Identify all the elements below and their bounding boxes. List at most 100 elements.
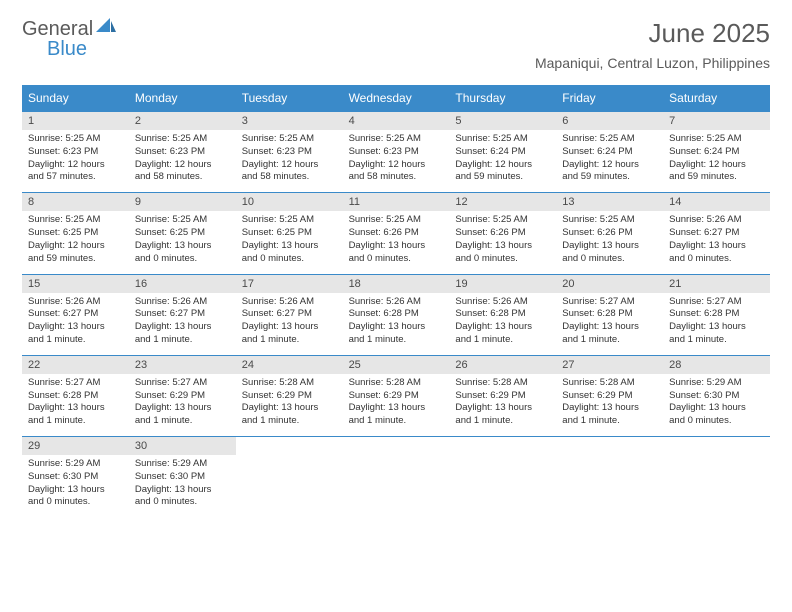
sunrise-label: Sunrise:: [455, 133, 490, 144]
daylight-line: Daylight: 12 hours and 58 minutes.: [349, 159, 444, 185]
sunset-label: Sunset:: [562, 227, 594, 238]
weeks-container: 1234567Sunrise: 5:25 AMSunset: 6:23 PMDa…: [22, 111, 770, 517]
day-number-row: 15161718192021: [22, 275, 770, 293]
daylight-label: Daylight:: [349, 240, 386, 251]
sunset-line: Sunset: 6:25 PM: [135, 227, 230, 240]
sunset-label: Sunset:: [349, 146, 381, 157]
day-number: 21: [663, 275, 770, 293]
daylight-line: Daylight: 12 hours and 58 minutes.: [242, 159, 337, 185]
day-number: 4: [343, 112, 450, 130]
sunset-value: 6:29 PM: [490, 390, 525, 401]
sunset-label: Sunset:: [669, 308, 701, 319]
calendar: Sunday Monday Tuesday Wednesday Thursday…: [22, 85, 770, 517]
sunrise-label: Sunrise:: [562, 214, 597, 225]
sunset-value: 6:26 PM: [490, 227, 525, 238]
daylight-line: Daylight: 13 hours and 1 minute.: [349, 402, 444, 428]
sunrise-value: 5:25 AM: [493, 133, 528, 144]
daylight-label: Daylight:: [349, 159, 386, 170]
day-number: 12: [449, 193, 556, 211]
sunrise-label: Sunrise:: [562, 296, 597, 307]
sunset-value: 6:30 PM: [704, 390, 739, 401]
sunrise-label: Sunrise:: [455, 214, 490, 225]
sunrise-line: Sunrise: 5:29 AM: [135, 458, 230, 471]
sunset-line: Sunset: 6:24 PM: [669, 146, 764, 159]
day-number: 7: [663, 112, 770, 130]
sunset-value: 6:23 PM: [277, 146, 312, 157]
day-number: [343, 437, 450, 455]
day-number: 29: [22, 437, 129, 455]
day-number: 3: [236, 112, 343, 130]
sunrise-label: Sunrise:: [28, 377, 63, 388]
day-cell: Sunrise: 5:25 AMSunset: 6:24 PMDaylight:…: [449, 130, 556, 192]
day-cell: Sunrise: 5:26 AMSunset: 6:27 PMDaylight:…: [22, 293, 129, 355]
sunset-value: 6:29 PM: [170, 390, 205, 401]
sunset-value: 6:28 PM: [597, 308, 632, 319]
sunrise-label: Sunrise:: [242, 133, 277, 144]
detail-row: Sunrise: 5:29 AMSunset: 6:30 PMDaylight:…: [22, 455, 770, 517]
day-cell: Sunrise: 5:29 AMSunset: 6:30 PMDaylight:…: [22, 455, 129, 517]
day-number: 5: [449, 112, 556, 130]
sunrise-value: 5:27 AM: [707, 296, 742, 307]
weekday-header: Sunday: [22, 85, 129, 111]
sunrise-value: 5:26 AM: [386, 296, 421, 307]
sunset-label: Sunset:: [455, 146, 487, 157]
day-cell: [343, 455, 450, 517]
sunset-value: 6:25 PM: [63, 227, 98, 238]
logo-text-blue: Blue: [47, 38, 87, 61]
sunrise-line: Sunrise: 5:25 AM: [28, 133, 123, 146]
sunset-line: Sunset: 6:25 PM: [28, 227, 123, 240]
daylight-line: Daylight: 12 hours and 59 minutes.: [669, 159, 764, 185]
sunset-line: Sunset: 6:23 PM: [28, 146, 123, 159]
sunset-label: Sunset:: [669, 390, 701, 401]
sunset-label: Sunset:: [562, 390, 594, 401]
sunrise-label: Sunrise:: [669, 214, 704, 225]
sunrise-label: Sunrise:: [135, 458, 170, 469]
daylight-line: Daylight: 12 hours and 57 minutes.: [28, 159, 123, 185]
day-cell: Sunrise: 5:25 AMSunset: 6:23 PMDaylight:…: [22, 130, 129, 192]
day-number: [663, 437, 770, 455]
sunrise-value: 5:26 AM: [493, 296, 528, 307]
sunset-line: Sunset: 6:30 PM: [669, 390, 764, 403]
sunset-value: 6:27 PM: [277, 308, 312, 319]
daylight-label: Daylight:: [455, 321, 492, 332]
daylight-label: Daylight:: [242, 321, 279, 332]
day-cell: Sunrise: 5:25 AMSunset: 6:26 PMDaylight:…: [449, 211, 556, 273]
daylight-line: Daylight: 13 hours and 1 minute.: [242, 321, 337, 347]
daylight-line: Daylight: 13 hours and 0 minutes.: [349, 240, 444, 266]
sunrise-value: 5:25 AM: [600, 133, 635, 144]
sunrise-value: 5:29 AM: [172, 458, 207, 469]
sunrise-line: Sunrise: 5:27 AM: [28, 377, 123, 390]
daylight-label: Daylight:: [242, 240, 279, 251]
sunrise-value: 5:28 AM: [279, 377, 314, 388]
sunset-line: Sunset: 6:28 PM: [28, 390, 123, 403]
sunrise-label: Sunrise:: [562, 133, 597, 144]
day-cell: Sunrise: 5:25 AMSunset: 6:23 PMDaylight:…: [236, 130, 343, 192]
sunrise-label: Sunrise:: [28, 133, 63, 144]
weekday-header: Monday: [129, 85, 236, 111]
sunrise-label: Sunrise:: [669, 377, 704, 388]
sunset-value: 6:28 PM: [490, 308, 525, 319]
day-cell: Sunrise: 5:25 AMSunset: 6:25 PMDaylight:…: [236, 211, 343, 273]
sunset-line: Sunset: 6:27 PM: [135, 308, 230, 321]
week-block: 891011121314Sunrise: 5:25 AMSunset: 6:25…: [22, 192, 770, 273]
sunrise-label: Sunrise:: [28, 214, 63, 225]
sunrise-label: Sunrise:: [349, 133, 384, 144]
sunset-label: Sunset:: [242, 227, 274, 238]
sunrise-line: Sunrise: 5:26 AM: [242, 296, 337, 309]
daylight-label: Daylight:: [242, 159, 279, 170]
day-cell: Sunrise: 5:25 AMSunset: 6:23 PMDaylight:…: [343, 130, 450, 192]
day-number-row: 22232425262728: [22, 356, 770, 374]
detail-row: Sunrise: 5:27 AMSunset: 6:28 PM Daylight:…: [22, 374, 770, 436]
day-number-row: 891011121314: [22, 193, 770, 211]
day-number: 6: [556, 112, 663, 130]
sunset-label: Sunset:: [28, 227, 60, 238]
sunset-label: Sunset:: [28, 471, 60, 482]
day-number: 17: [236, 275, 343, 293]
daylight-label: Daylight:: [28, 159, 65, 170]
title-block: June 2025 Mapaniqui, Central Luzon, Phil…: [535, 18, 770, 71]
sunset-value: 6:24 PM: [597, 146, 632, 157]
day-cell: Sunrise: 5:25 AMSunset: 6:26 PMDaylight:…: [343, 211, 450, 273]
sunset-line: Sunset: 6:23 PM: [242, 146, 337, 159]
day-number: 30: [129, 437, 236, 455]
weekday-header: Friday: [556, 85, 663, 111]
